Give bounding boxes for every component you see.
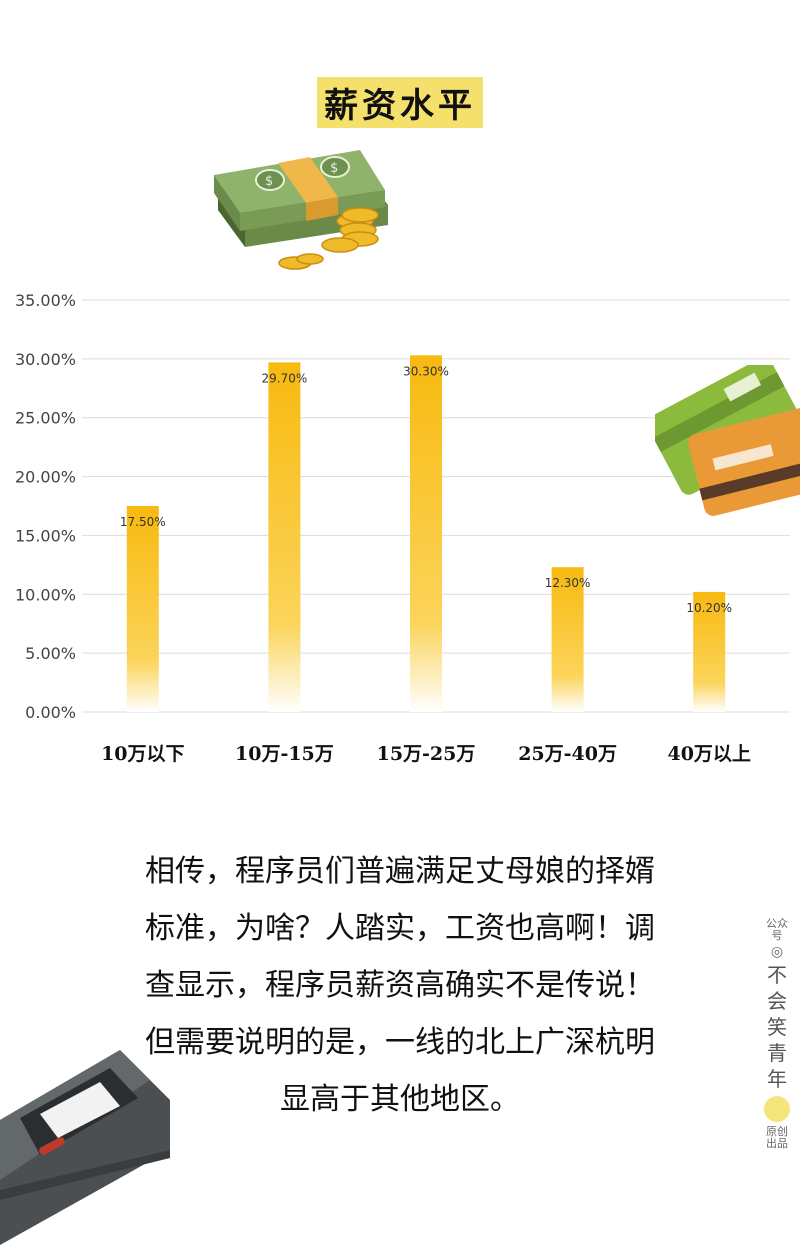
watermark: 公众号 ◎ 不 会 笑 青 年 原创出品 [762,918,792,1150]
wechat-icon: ◎ [770,944,784,960]
smiley-icon [764,1096,790,1122]
description-text: 相传，程序员们普遍满足丈母娘的择婿 标准，为啥？人踏实，工资也高啊！调 查显示，… [100,843,700,1128]
data-label: 12.30% [545,576,591,590]
description-line: 显高于其他地区。 [280,1082,520,1117]
y-tick-label: 30.00% [15,350,76,369]
bar [268,362,301,712]
description-line: 但需要说明的是，一线的北上广深杭明 [145,1025,655,1060]
bar [410,355,442,712]
svg-text:$: $ [330,161,338,176]
y-tick-label: 5.00% [25,644,76,663]
description-line: 查显示，程序员薪资高确实不是传说！ [145,968,655,1003]
salary-bar-chart: 0.00% 5.00% 10.00% 15.00% 20.00% 25.00% 30.00%… [15,291,790,765]
description-line: 标准，为啥？人踏实，工资也高啊！调 [145,911,655,946]
money-stack-icon: $ $ [214,150,388,270]
watermark-top: 公众号 [766,917,788,942]
watermark-char: 青 [767,1041,787,1065]
y-tick-label: 10.00% [15,585,76,604]
watermark-char: 笑 [767,1015,787,1039]
credit-cards-icon [655,365,800,516]
x-tick-label: 10万以下 [101,743,184,765]
data-label: 29.70% [262,371,308,385]
watermark-char: 年 [767,1067,787,1091]
bar [551,567,584,712]
y-tick-label: 20.00% [15,468,76,487]
page-title: 薪资水平 [317,77,483,128]
watermark-char: 会 [767,989,787,1013]
watermark-char: 不 [767,963,787,987]
data-label: 10.20% [686,601,732,615]
x-tick-label: 15万-25万 [377,743,476,765]
card-terminal-icon [0,1050,170,1245]
watermark-bottom: 原创出品 [766,1125,788,1150]
data-label: 17.50% [120,515,166,529]
description-line: 相传，程序员们普遍满足丈母娘的择婿 [145,854,655,889]
bar [126,506,159,712]
y-tick-label: 15.00% [15,526,76,545]
bar [693,591,726,712]
x-tick-label: 25万-40万 [518,743,617,765]
data-label: 30.30% [403,364,449,378]
svg-text:$: $ [265,174,273,189]
x-tick-label: 40万以上 [667,743,750,765]
x-tick-label: 10万-15万 [235,743,334,765]
y-tick-label: 35.00% [15,291,76,310]
y-tick-label: 25.00% [15,409,76,428]
y-tick-label: 0.00% [25,703,76,722]
